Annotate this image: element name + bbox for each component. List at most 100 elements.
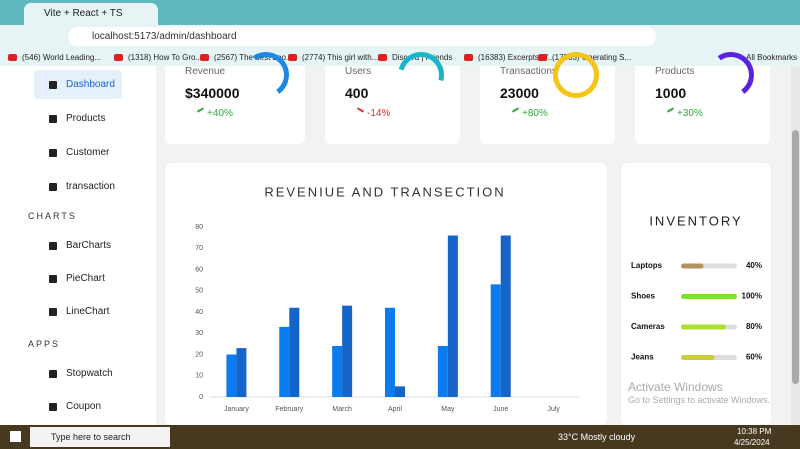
tab-title[interactable]: Vite + React + TS [44, 8, 123, 19]
stat-change: +40% [207, 108, 233, 119]
item-pct: 80% [746, 322, 762, 331]
bar [226, 354, 237, 397]
item-name: Shoes [631, 292, 656, 301]
address-bar[interactable] [68, 27, 656, 46]
weather[interactable]: 33°C Mostly cloudy [558, 432, 636, 442]
bookmark[interactable]: Discord | Friends [392, 53, 453, 62]
inventory-panel: INVENTORY Laptops 40% Shoes 100% Cameras 80% Je… [621, 163, 771, 425]
bookmark-icon [464, 54, 473, 61]
bookmark-icon [114, 54, 123, 61]
menu-item[interactable]: LineChart [66, 306, 110, 317]
y-tick-label: 60 [195, 266, 203, 273]
bar [332, 346, 343, 397]
bookmark[interactable]: (16383) Excerpts of... [478, 53, 555, 62]
progress [681, 294, 737, 299]
stat-title: Transactions [500, 66, 557, 77]
x-tick-label: February [275, 406, 304, 413]
bookmark-icon [200, 54, 209, 61]
section-title: APPS [28, 339, 61, 349]
bookmark[interactable]: (17503) Operating S... [552, 53, 632, 62]
menu-icon [49, 115, 57, 123]
bookmark-icon [538, 54, 547, 61]
bookmark[interactable]: (2774) This girl with... [302, 53, 379, 62]
menu-item[interactable]: transaction [66, 181, 115, 192]
progress [681, 324, 726, 330]
menu-icon [49, 242, 57, 250]
stat-card [165, 66, 305, 144]
stat-value: $340000 [185, 85, 240, 101]
stat-card [635, 66, 770, 144]
bar [447, 235, 458, 397]
bookmark-icon [378, 54, 387, 61]
menu-icon [49, 183, 57, 191]
watermark-subtitle: Go to Settings to activate Windows. [628, 395, 771, 405]
url[interactable]: localhost:5173/admin/dashboard [92, 31, 237, 42]
all-bookmarks[interactable]: All Bookmarks [746, 53, 798, 62]
y-tick-label: 10 [195, 373, 203, 380]
stat-change: +80% [522, 108, 548, 119]
bar [342, 305, 353, 397]
sidebar [0, 66, 156, 425]
x-tick-label: June [493, 406, 508, 413]
x-tick-label: July [547, 406, 560, 413]
item-name: Jeans [631, 353, 654, 362]
y-tick-label: 0 [199, 394, 203, 401]
y-tick-label: 70 [195, 245, 203, 252]
stat-title: Users [345, 66, 372, 77]
menu-item[interactable]: PieChart [66, 273, 105, 284]
clock[interactable]: 10:38 PM [737, 427, 772, 436]
stat-value: 23000 [500, 85, 539, 101]
bookmark[interactable]: (1318) How To Gro... [128, 53, 203, 62]
y-tick-label: 30 [195, 330, 203, 337]
y-tick-label: 20 [195, 351, 203, 358]
watermark-title: Activate Windows [628, 380, 723, 394]
stat-title: Revenue [185, 66, 226, 77]
bookmark[interactable]: (546) World Leading... [22, 53, 102, 62]
chart-panel: REVENIUE AND TRANSECTION 0 10 20 30 40 50 60 70 8… [165, 163, 607, 425]
tab[interactable] [24, 3, 158, 25]
item-pct: 100% [742, 292, 762, 301]
menu-item[interactable]: Products [66, 113, 106, 124]
menu-icon [49, 275, 57, 283]
bar [500, 235, 511, 397]
stat-title: Products [655, 66, 695, 77]
chart-title: REVENIUE AND TRANSECTION [264, 184, 505, 199]
stat-value: 1000 [655, 85, 687, 101]
menu-icon [49, 308, 57, 316]
scroll-thumb[interactable] [792, 130, 799, 384]
item-pct: 60% [746, 353, 762, 362]
section-title: CHARTS [28, 211, 77, 221]
bar [490, 284, 501, 397]
menu-item[interactable]: BarCharts [66, 240, 112, 251]
menu-item[interactable]: Coupon [66, 401, 102, 412]
bar [279, 326, 290, 397]
start-icon[interactable] [10, 431, 21, 442]
menu-item[interactable]: Dashboard [66, 79, 115, 90]
bar [289, 307, 300, 397]
menu-icon [49, 81, 57, 89]
stat-value: 400 [345, 85, 369, 101]
bookmark-icon [8, 54, 17, 61]
x-tick-label: March [332, 406, 352, 413]
y-tick-label: 50 [195, 288, 203, 295]
item-name: Laptops [631, 261, 663, 270]
x-tick-label: April [388, 406, 402, 413]
date[interactable]: 4/25/2024 [734, 438, 770, 447]
item-name: Cameras [631, 322, 665, 331]
menu-item[interactable]: Customer [66, 147, 110, 158]
menu-item[interactable]: Stopwatch [66, 368, 113, 379]
search-text[interactable]: Type here to search [51, 432, 131, 442]
menu-icon [49, 149, 57, 157]
bookmark[interactable]: (2567) The best boo... [214, 53, 293, 62]
stat-change: -14% [367, 108, 391, 119]
x-tick-label: January [224, 406, 249, 413]
inventory-title: INVENTORY [649, 213, 742, 228]
bar [437, 346, 448, 397]
menu-icon [49, 403, 57, 411]
search-box[interactable] [30, 427, 170, 447]
stat-card [325, 66, 460, 144]
bar [236, 348, 247, 397]
y-tick-label: 40 [195, 309, 203, 316]
x-tick-label: May [441, 406, 455, 413]
